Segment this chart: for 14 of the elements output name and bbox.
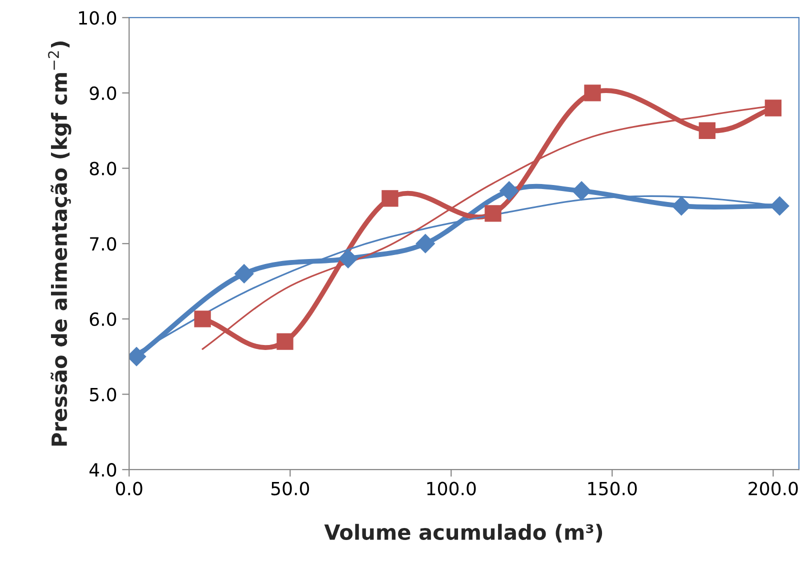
x-axis-title: Volume acumulado (m³) — [324, 524, 602, 542]
y-axis-title: Pressão de alimentação (kgf cm$^{−2}$) — [48, 42, 72, 446]
x-tick-label: 150.0 — [588, 482, 637, 496]
y-tick-label: 10.0 — [79, 11, 116, 25]
y-tick-label: 7.0 — [90, 237, 116, 251]
y-tick-label: 8.0 — [90, 162, 116, 176]
x-tick-label: 200.0 — [748, 482, 798, 496]
y-tick-label: 9.0 — [90, 86, 116, 100]
x-tick-label: 50.0 — [271, 482, 310, 496]
y-tick-label: 6.0 — [90, 312, 116, 326]
y-tick-label: 5.0 — [90, 388, 116, 402]
x-tick-label: 0.0 — [116, 482, 142, 496]
y-tick-label: 4.0 — [89, 463, 116, 477]
x-tick-label: 100.0 — [427, 482, 476, 496]
